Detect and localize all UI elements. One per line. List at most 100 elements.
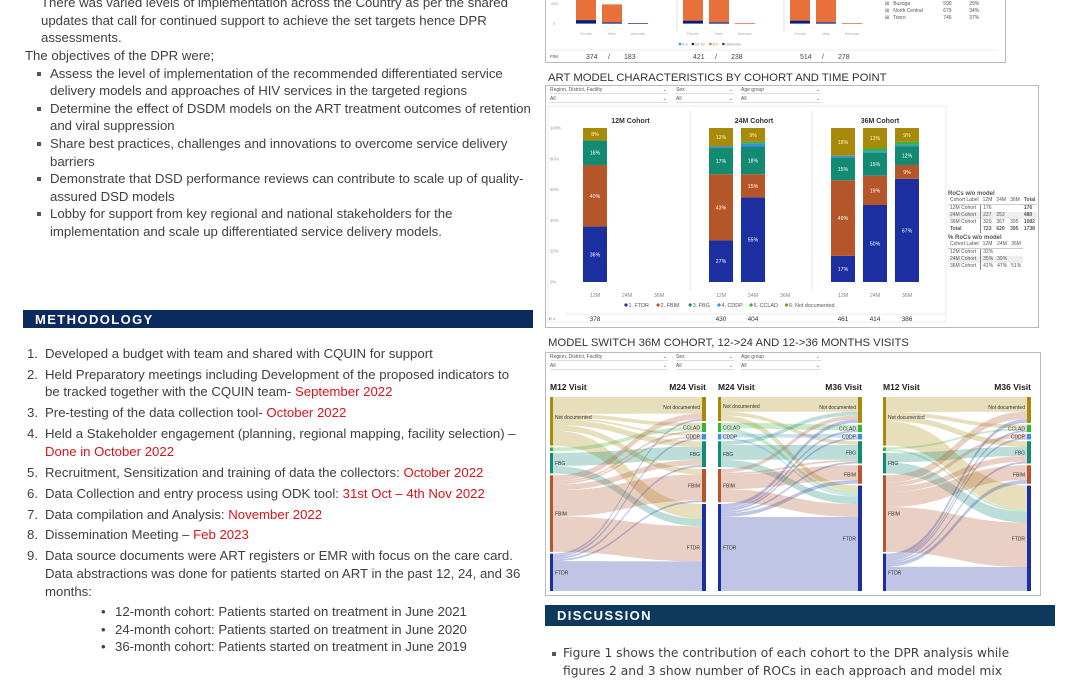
chevron-down-icon[interactable]: ⌄ bbox=[815, 354, 820, 360]
chevron-down-icon[interactable]: ⌄ bbox=[815, 87, 820, 93]
step-date: Feb 2023 bbox=[193, 527, 249, 543]
cohort-title: 24M Cohort bbox=[735, 118, 774, 125]
sankey-node bbox=[1027, 485, 1031, 591]
sankey-node-label: Not documented bbox=[819, 405, 856, 411]
separator: / bbox=[822, 54, 824, 61]
bar-segment-4. CDDP bbox=[831, 155, 855, 158]
objective-item: Assess the level of implementation of th… bbox=[34, 65, 535, 100]
chevron-down-icon[interactable]: ⌄ bbox=[728, 87, 733, 93]
sankey-flow bbox=[553, 425, 702, 475]
cohort-item: 36-month cohort: Patients started on tre… bbox=[101, 638, 525, 656]
sankey-flow bbox=[886, 430, 1027, 560]
demographics-chart-svg: 200 0 Female Male Unknown 374 / 183 Female Male Un… bbox=[546, 0, 996, 61]
chevron-down-icon[interactable]: ⌄ bbox=[815, 363, 820, 369]
sankey-node bbox=[550, 452, 553, 474]
sankey-node-label: FBIM bbox=[723, 484, 735, 490]
table-cell: 39% bbox=[995, 256, 1010, 263]
sankey-flow bbox=[553, 417, 702, 436]
sankey-node bbox=[702, 433, 706, 440]
table-cell bbox=[1009, 249, 1023, 257]
column-header: Total bbox=[1021, 197, 1038, 205]
chevron-down-icon[interactable]: ⌄ bbox=[815, 96, 820, 102]
filter-dropdown[interactable]: All ⌄ bbox=[741, 363, 821, 370]
filter-label-text: Sex bbox=[676, 87, 685, 93]
sankey-flow bbox=[553, 397, 702, 414]
table-cell: 41% bbox=[983, 263, 994, 269]
x-tick: 12M bbox=[590, 293, 600, 299]
sankey-node-label: CCLAD bbox=[723, 425, 740, 431]
chevron-down-icon[interactable]: ⌄ bbox=[662, 96, 667, 102]
male-count: 238 bbox=[731, 54, 743, 61]
y-tick: 80% bbox=[550, 156, 559, 161]
x-tick: 24M bbox=[748, 293, 758, 299]
bar-segment-6. Not documented bbox=[863, 128, 887, 149]
data-label: 15% bbox=[838, 167, 849, 173]
data-label: 9% bbox=[903, 133, 911, 139]
sankey-right-title: M24 Visit bbox=[669, 382, 706, 392]
sankey-node-label: FBIM bbox=[688, 484, 700, 490]
methodology-step: 2. Held Preparatory meetings including De… bbox=[25, 366, 525, 401]
table-cell: 12M Cohort bbox=[948, 248, 982, 256]
bar-segment-2. FBIM bbox=[741, 174, 765, 198]
methodology-step: 8. Dissemination Meeting – Feb 2023 bbox=[25, 526, 525, 544]
chevron-down-icon[interactable]: ⌄ bbox=[728, 363, 733, 369]
filter-dropdown[interactable]: All ⌄ bbox=[550, 96, 668, 103]
objective-item: Share best practices, challenges and inn… bbox=[34, 135, 535, 170]
objectives-section: The objectives of the DPR were; Assess t… bbox=[25, 47, 535, 241]
filter-dropdown[interactable]: All ⌄ bbox=[676, 363, 734, 370]
sankey-node-label: CCLAD bbox=[1008, 426, 1025, 432]
data-label: 18% bbox=[748, 158, 759, 164]
art-model-dashboard: 0% 20% 40% 60% 80% 100% 12M Cohort 12M 24M 36M 36%… bbox=[545, 85, 1039, 328]
cohort-item: 24-month cohort: Patients started on tre… bbox=[101, 621, 525, 639]
filter-dropdown[interactable]: All ⌄ bbox=[676, 96, 734, 103]
table-row: 36M Cohort 41% 47% 51% bbox=[948, 263, 1023, 270]
table-cell: 12M Cohort bbox=[948, 204, 982, 212]
filter-dropdown[interactable]: All ⌄ bbox=[741, 96, 821, 103]
filter-dropdown[interactable]: All ⌄ bbox=[550, 363, 668, 370]
bar-segment-3. FBG bbox=[895, 146, 919, 165]
sankey-flow bbox=[886, 397, 1027, 412]
step-number: 6. bbox=[27, 485, 38, 501]
sankey-flow bbox=[721, 461, 858, 514]
table-cell: 1082 bbox=[1023, 219, 1035, 225]
bar-segment-5. CCLAD bbox=[895, 141, 919, 145]
legend-marker bbox=[709, 42, 712, 46]
sankey-flow bbox=[553, 435, 702, 485]
chevron-down-icon[interactable]: ⌄ bbox=[662, 87, 667, 93]
sankey-flow bbox=[553, 446, 702, 466]
chevron-down-icon[interactable]: ⌄ bbox=[728, 354, 733, 360]
data-label: 9% bbox=[903, 170, 911, 176]
sankey-flow bbox=[553, 437, 702, 558]
expand-icon[interactable]: ⊞ bbox=[885, 8, 890, 14]
table-row: 24M Cohort 35% 39% bbox=[948, 256, 1024, 263]
data-label: 49% bbox=[838, 216, 849, 222]
data-label: 43% bbox=[716, 205, 727, 211]
chevron-down-icon[interactable]: ⌄ bbox=[662, 354, 667, 360]
y-tick: 0% bbox=[550, 280, 556, 285]
chevron-down-icon[interactable]: ⌄ bbox=[728, 96, 733, 102]
filter-label: Region, District, Facility ⌄ bbox=[550, 87, 668, 94]
sankey-flow bbox=[553, 459, 702, 491]
filter-value: All bbox=[676, 96, 682, 102]
table-cell: 480 bbox=[1021, 212, 1038, 219]
chevron-down-icon[interactable]: ⌄ bbox=[662, 363, 667, 369]
sankey-flow bbox=[721, 465, 858, 490]
expand-icon[interactable]: ⊞ bbox=[885, 15, 890, 21]
methodology-step: 5. Recruitment, Sensitization and trainin… bbox=[25, 464, 525, 482]
step-date: September 2022 bbox=[294, 384, 393, 400]
sankey-flow bbox=[886, 446, 1027, 463]
column-header: 12M bbox=[980, 197, 995, 205]
sankey-node-label: FBG bbox=[1015, 450, 1025, 456]
bar-segment-2. FBIM bbox=[709, 174, 733, 241]
table-cell: 36M Cohort bbox=[948, 263, 982, 270]
bar-segment-10-19 bbox=[602, 22, 622, 24]
region-name: Busoga bbox=[893, 1, 911, 7]
data-label: 12% bbox=[716, 135, 727, 141]
expand-icon[interactable]: ⊞ bbox=[885, 1, 890, 7]
sankey-flow bbox=[721, 419, 858, 508]
bar-segment-10-19 bbox=[790, 20, 810, 24]
model-switch-chart-title: MODEL SWITCH 36M COHORT, 12->24 AND 12->… bbox=[548, 337, 909, 349]
legend-marker bbox=[784, 303, 789, 307]
bar-segment-0-9 bbox=[602, 23, 622, 24]
step-text: Developed a budget with team and shared … bbox=[45, 346, 433, 361]
